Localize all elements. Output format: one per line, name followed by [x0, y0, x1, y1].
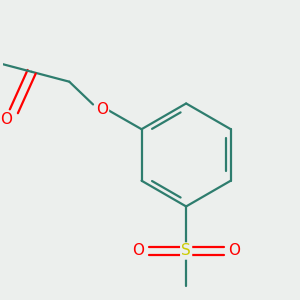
Text: O: O: [96, 102, 108, 117]
Text: O: O: [0, 112, 12, 127]
Text: O: O: [133, 244, 145, 259]
Text: S: S: [181, 244, 191, 259]
Text: O: O: [228, 244, 240, 259]
